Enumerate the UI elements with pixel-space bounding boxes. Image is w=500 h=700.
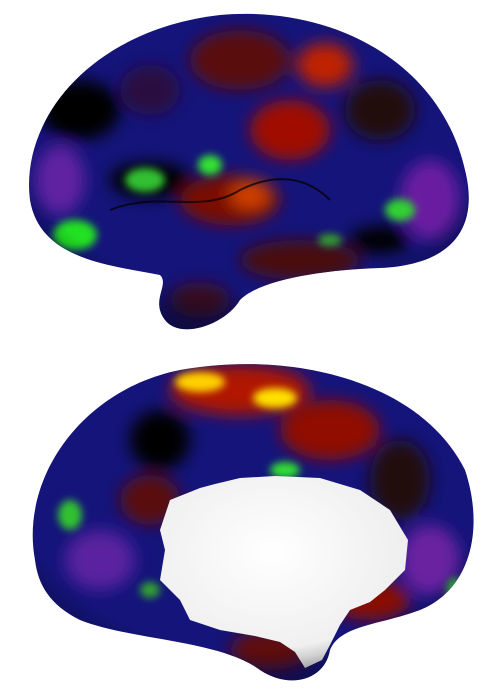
lateral-view [29,13,469,330]
medial-view [32,364,474,681]
